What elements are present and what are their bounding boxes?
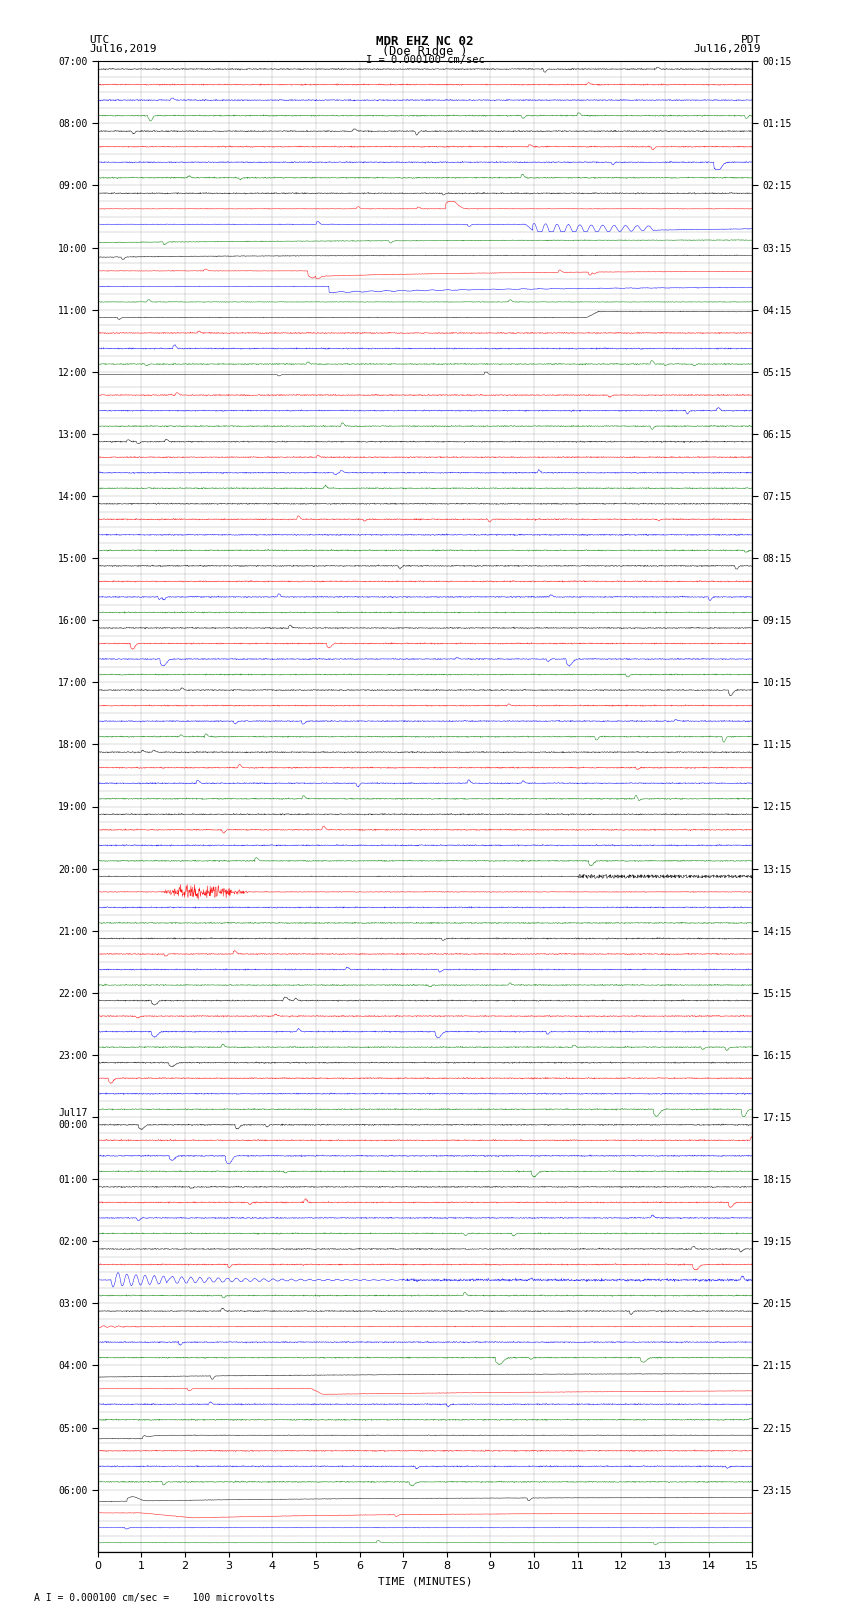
X-axis label: TIME (MINUTES): TIME (MINUTES) <box>377 1578 473 1587</box>
Text: UTC: UTC <box>89 35 110 45</box>
Text: Jul16,2019: Jul16,2019 <box>89 44 156 53</box>
Text: MDR EHZ NC 02: MDR EHZ NC 02 <box>377 35 473 48</box>
Text: A I = 0.000100 cm/sec =    100 microvolts: A I = 0.000100 cm/sec = 100 microvolts <box>34 1594 275 1603</box>
Text: I = 0.000100 cm/sec: I = 0.000100 cm/sec <box>366 55 484 65</box>
Text: PDT: PDT <box>740 35 761 45</box>
Text: (Doe Ridge ): (Doe Ridge ) <box>382 45 468 58</box>
Text: Jul16,2019: Jul16,2019 <box>694 44 761 53</box>
